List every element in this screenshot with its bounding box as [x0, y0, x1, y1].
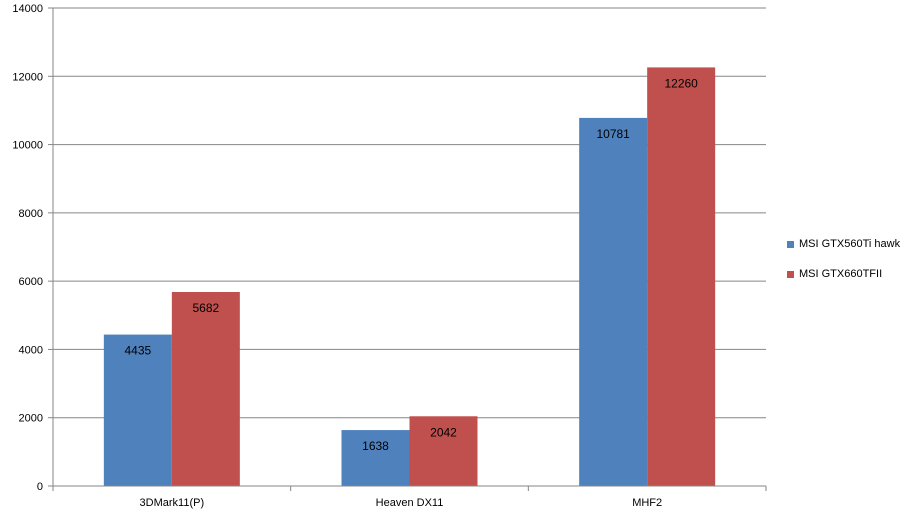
data-label: 10781 — [596, 127, 630, 141]
bar-2-1 — [171, 292, 240, 486]
x-axis-category-labels: 3DMark11(P) Heaven DX11 MHF2 — [140, 497, 663, 509]
axes — [48, 7, 767, 491]
data-label: 1638 — [362, 439, 389, 453]
legend-item-series-2: MSI GTX660TFII — [787, 266, 900, 282]
bar-1-1 — [103, 334, 172, 486]
legend-swatch-series-2 — [787, 270, 794, 278]
data-label: 4435 — [124, 344, 151, 358]
data-label: 2042 — [430, 425, 457, 439]
data-labels: 4435 5682 1638 2042 10781 12260 — [124, 76, 698, 453]
data-label: 12260 — [664, 76, 698, 90]
data-label: 5682 — [192, 301, 219, 315]
y-tick-label: 10000 — [12, 140, 43, 152]
y-tick-label: 14000 — [12, 3, 43, 15]
bars — [103, 67, 716, 487]
x-category-label: MHF2 — [632, 497, 662, 509]
x-category-label: Heaven DX11 — [376, 497, 444, 509]
legend-label-series-2: MSI GTX660TFII — [799, 268, 883, 280]
bar-2-3 — [647, 67, 716, 486]
x-category-label: 3DMark11(P) — [140, 497, 205, 509]
legend: MSI GTX560Ti hawk MSI GTX660TFII — [787, 236, 900, 296]
y-tick-label: 0 — [37, 481, 43, 493]
y-tick-label: 4000 — [19, 344, 43, 356]
bar-1-2 — [341, 430, 410, 486]
y-axis-tick-labels: 0 2000 4000 6000 8000 10000 12000 14000 — [12, 3, 43, 493]
y-tick-label: 2000 — [19, 413, 43, 425]
legend-item-series-1: MSI GTX560Ti hawk — [787, 236, 900, 252]
bar-2-2 — [409, 416, 478, 486]
bar-1-3 — [579, 117, 648, 487]
legend-label-series-1: MSI GTX560Ti hawk — [799, 238, 901, 250]
y-tick-label: 12000 — [12, 71, 43, 83]
y-tick-label: 8000 — [19, 208, 43, 220]
legend-swatch-series-1 — [787, 240, 794, 248]
y-tick-label: 6000 — [19, 276, 43, 288]
